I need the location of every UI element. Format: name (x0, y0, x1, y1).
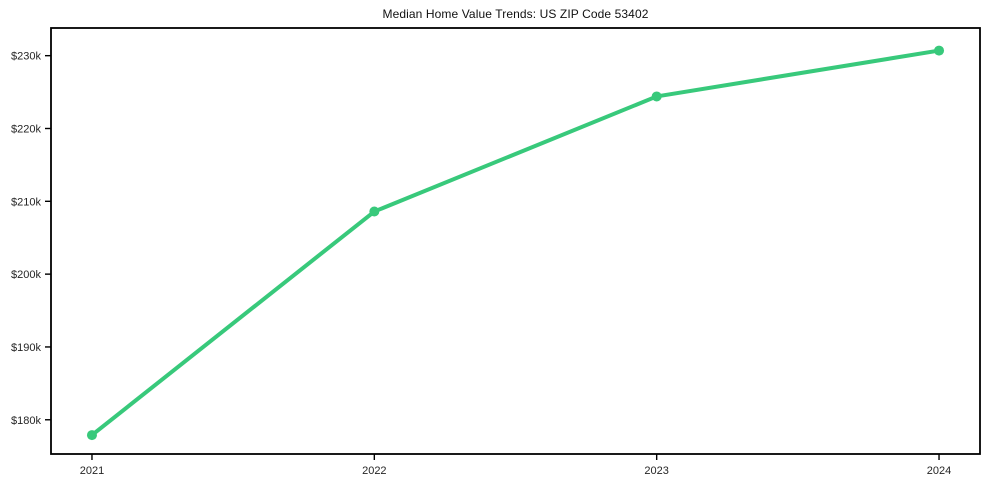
data-point-marker (369, 206, 380, 217)
x-tick-label: 2023 (644, 465, 668, 477)
data-point-marker (86, 430, 97, 441)
data-point-marker (651, 91, 662, 102)
y-tick-label: $210k (11, 196, 41, 208)
y-tick-label: $190k (11, 342, 41, 354)
data-point-marker (934, 45, 945, 56)
y-tick-label: $180k (11, 415, 41, 427)
y-tick-label: $220k (11, 123, 41, 135)
plot-frame (50, 27, 981, 455)
chart-title: Median Home Value Trends: US ZIP Code 53… (382, 7, 649, 21)
x-tick-label: 2024 (927, 465, 951, 477)
x-tick-label: 2021 (80, 465, 104, 477)
x-tick-label: 2022 (362, 465, 386, 477)
y-tick-label: $200k (11, 269, 41, 281)
y-tick-label: $230k (11, 51, 41, 63)
trend-line (89, 48, 942, 438)
